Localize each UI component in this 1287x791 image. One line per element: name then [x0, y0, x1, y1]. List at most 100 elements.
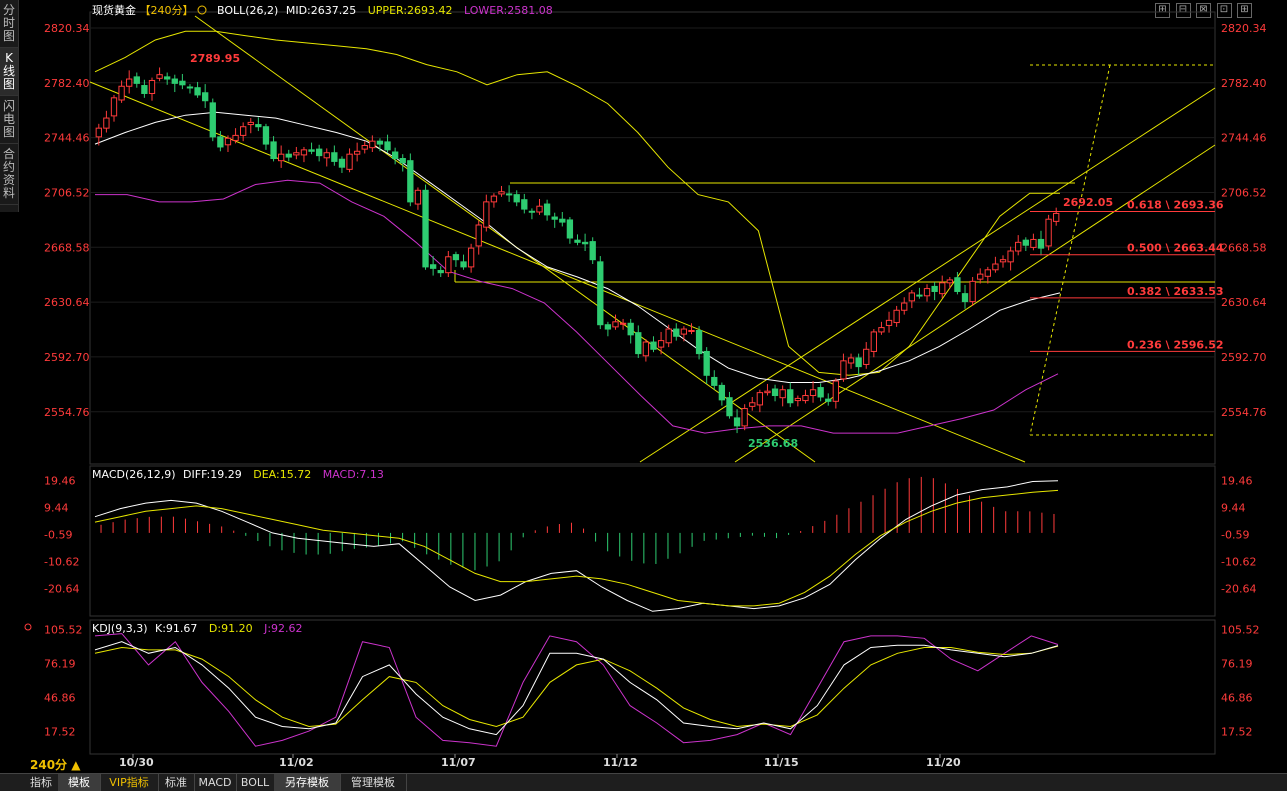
candle-body — [802, 395, 809, 402]
macd-ytick-right: 9.44 — [1221, 501, 1246, 514]
candle-body — [156, 74, 163, 79]
macd-ytick-left: -20.64 — [44, 583, 79, 596]
main-ytick-left: 2630.64 — [44, 296, 90, 309]
tab-macd[interactable]: MACD — [194, 774, 237, 791]
tab-boll[interactable]: BOLL — [236, 774, 275, 791]
candle-body — [840, 360, 847, 380]
candle-body — [513, 194, 520, 203]
main-ytick-right: 2706.52 — [1221, 186, 1267, 199]
candle-body — [946, 279, 953, 284]
candle-body — [901, 302, 908, 311]
candle-body — [262, 126, 270, 145]
candle-body — [460, 261, 467, 268]
svg-text:MACD(26,12,9) DIFF:19.29: MACD(26,12,9) DIFF:19.29 DEA:15.72 MACD:… — [92, 468, 384, 481]
layout-5-icon[interactable]: ⊞ — [1237, 3, 1252, 18]
bottom-toolbar: 指标 模板 VIP指标 标准 MACD BOLL 另存模板 管理模板 — [0, 773, 1287, 791]
macd-dea: DEA:15.72 — [253, 468, 311, 481]
main-ytick-right: 2782.40 — [1221, 77, 1267, 90]
candle-body — [141, 85, 148, 94]
candle-body — [323, 152, 330, 159]
tab-save-template[interactable]: 另存模板 — [274, 774, 341, 791]
candle-body — [536, 205, 543, 213]
candle-body — [939, 282, 946, 295]
boll-lower-line — [95, 179, 1059, 434]
tab-standard[interactable]: 标准 — [158, 774, 195, 791]
candle-body — [916, 294, 923, 297]
kdj-panel-frame — [89, 619, 1216, 755]
tab-contract-info[interactable]: 合约资料 — [0, 144, 18, 205]
candle-body — [186, 86, 194, 89]
candle-body — [604, 324, 612, 330]
candle-body — [581, 241, 589, 245]
main-ytick-left: 2706.52 — [44, 186, 90, 199]
candle-body — [171, 78, 178, 84]
kdj-name: KDJ(9,3,3) — [92, 622, 148, 635]
candle-body — [483, 201, 490, 228]
kdj-j-line — [94, 633, 1059, 747]
kdj-d: D:91.20 — [209, 622, 253, 635]
kdj-k-line — [94, 641, 1059, 736]
kline-chart[interactable]: 现货黄金 【240分】 BOLL(26,2) MID:2637.25 UPPER… — [0, 0, 1287, 773]
layout-2-icon[interactable]: ⊟ — [1175, 3, 1191, 18]
candle-body — [247, 121, 254, 126]
layout-3-icon[interactable]: ⊠ — [1196, 3, 1211, 18]
candle-body — [369, 140, 376, 149]
candle-body — [376, 140, 384, 145]
main-ytick-right: 2554.76 — [1221, 406, 1267, 419]
x-tick: 11/12 — [603, 756, 638, 769]
candle-body — [399, 158, 406, 164]
window-controls: ⊞ ⊟ ⊠ ⊡ ⊞ — [1155, 2, 1254, 18]
kdj-settings-icon[interactable] — [24, 623, 32, 631]
candle-body — [688, 329, 695, 332]
candle-body — [589, 241, 596, 261]
trend-line — [734, 144, 1216, 463]
candle-body — [346, 153, 353, 170]
candle-body — [863, 348, 870, 365]
kdj-ytick-left: 17.52 — [44, 726, 76, 739]
candle-body — [300, 149, 308, 156]
candle-body — [118, 85, 125, 101]
candle-body — [126, 78, 133, 87]
candle-body — [308, 149, 315, 152]
boll-upper-line — [94, 30, 1060, 376]
tab-timeshare[interactable]: 分时图 — [0, 0, 18, 48]
tab-indicator[interactable]: 指标 — [24, 774, 59, 791]
tab-flash[interactable]: 闪电图 — [0, 96, 18, 144]
svg-text:KDJ(9,3,3) K:91.67 D:9: KDJ(9,3,3) K:91.67 D:91.20 J:92.62 — [92, 622, 303, 635]
candle-body — [1045, 218, 1052, 247]
svg-text:现货黄金 【240分】 BOLL(26,2): 现货黄金 【240分】 BOLL(26,2) MID:2637.25 UPPER… — [92, 3, 553, 17]
layout-4-icon[interactable]: ⊡ — [1216, 3, 1232, 18]
layout-1-icon[interactable]: ⊞ — [1155, 3, 1170, 18]
period-selector[interactable]: 240分 ▲ — [30, 758, 81, 772]
candle-body — [931, 285, 938, 292]
last-high-label: 2692.05 — [1063, 196, 1113, 209]
main-ytick-left: 2554.76 — [44, 406, 90, 419]
kdj-j: J:92.62 — [263, 622, 302, 635]
candle-body — [270, 141, 277, 160]
candle-body — [1022, 239, 1029, 246]
macd-ytick-left: 9.44 — [44, 501, 69, 514]
tab-vip-indicator[interactable]: VIP指标 — [100, 774, 159, 791]
candle-body — [133, 76, 140, 84]
candle-body — [878, 327, 885, 333]
candle-body — [847, 357, 855, 364]
candle-body — [361, 145, 368, 150]
kdj-ytick-left: 105.52 — [44, 624, 83, 637]
main-panel-frame — [89, 11, 1216, 465]
tab-manage-template[interactable]: 管理模板 — [340, 774, 407, 791]
candle-body — [1007, 250, 1014, 263]
candle-body — [992, 263, 999, 271]
trend-line — [639, 87, 1216, 463]
high-label: 2789.95 — [190, 52, 240, 65]
candle-body — [908, 292, 915, 302]
candle-body — [642, 341, 650, 357]
macd-diff: DIFF:19.29 — [183, 468, 242, 481]
candle-body — [278, 153, 285, 162]
tab-template[interactable]: 模板 — [58, 774, 101, 791]
tab-kline[interactable]: K线图 — [0, 48, 18, 96]
candle-body — [695, 329, 703, 355]
macd-ytick-right: -20.64 — [1221, 583, 1256, 596]
settings-icon[interactable] — [197, 5, 207, 15]
instrument-name: 现货黄金 — [92, 3, 136, 17]
candle-body — [559, 218, 566, 223]
